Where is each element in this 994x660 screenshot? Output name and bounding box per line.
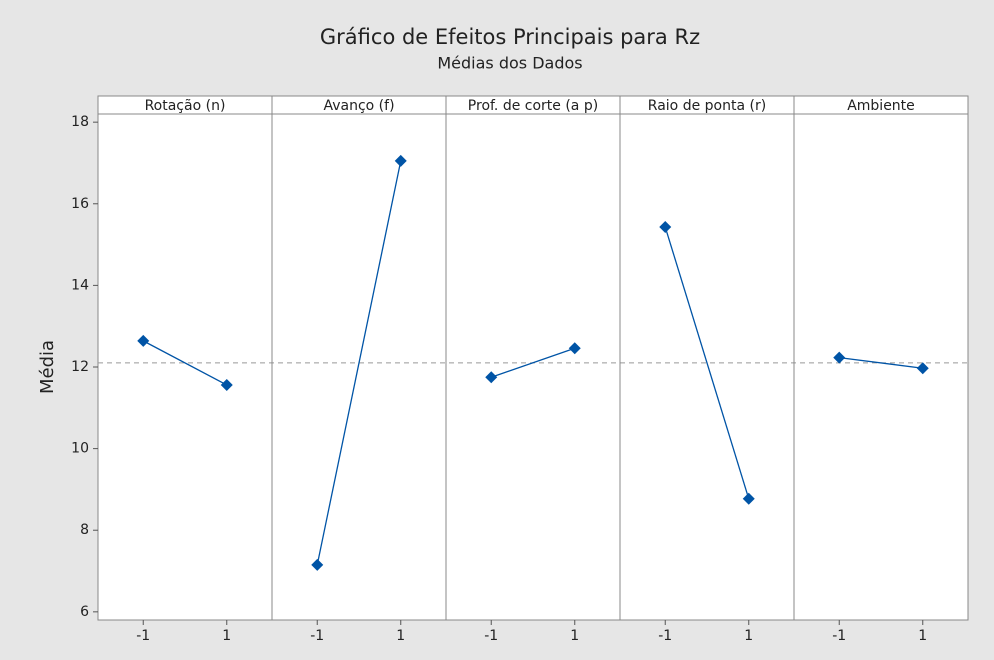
panel-header: Ambiente	[847, 98, 915, 114]
y-axis-label: Média	[37, 340, 58, 394]
effect-line	[839, 356, 923, 369]
point	[742, 492, 755, 505]
point	[137, 334, 150, 347]
chart-subtitle: Médias dos Dados	[437, 54, 582, 73]
y-tick-label: 10	[71, 441, 89, 457]
point	[833, 351, 846, 364]
x-tick-label: -1	[832, 628, 846, 644]
y-tick-label: 6	[80, 604, 89, 620]
panel-header: Raio de ponta (r)	[648, 98, 766, 114]
y-tick-label: 16	[71, 196, 89, 212]
point	[220, 378, 233, 391]
point	[568, 342, 581, 355]
point	[485, 371, 498, 384]
panel-header: Avanço (f)	[323, 98, 394, 114]
x-tick-label: 1	[570, 628, 579, 644]
chart-title: Gráfico de Efeitos Principais para Rz	[320, 25, 700, 49]
x-tick-label: 1	[744, 628, 753, 644]
x-tick-label: -1	[658, 628, 672, 644]
effect-line	[316, 160, 402, 566]
x-tick-label: -1	[484, 628, 498, 644]
x-tick-label: -1	[310, 628, 324, 644]
y-tick-label: 18	[71, 114, 89, 130]
x-tick-label: 1	[222, 628, 231, 644]
effect-line	[664, 226, 750, 499]
y-tick-label: 14	[71, 277, 89, 293]
panel-header: Rotação (n)	[145, 98, 226, 114]
effect-line	[491, 347, 575, 378]
y-tick-label: 8	[80, 522, 89, 538]
x-tick-label: -1	[136, 628, 150, 644]
point	[659, 221, 672, 234]
plot-area	[97, 95, 969, 621]
point	[311, 558, 324, 571]
effect-line	[142, 340, 228, 386]
x-tick-label: 1	[918, 628, 927, 644]
panel-header: Prof. de corte (a p)	[468, 98, 598, 114]
y-tick-label: 12	[71, 359, 89, 375]
point	[394, 154, 407, 167]
point	[916, 362, 929, 375]
x-tick-label: 1	[396, 628, 405, 644]
